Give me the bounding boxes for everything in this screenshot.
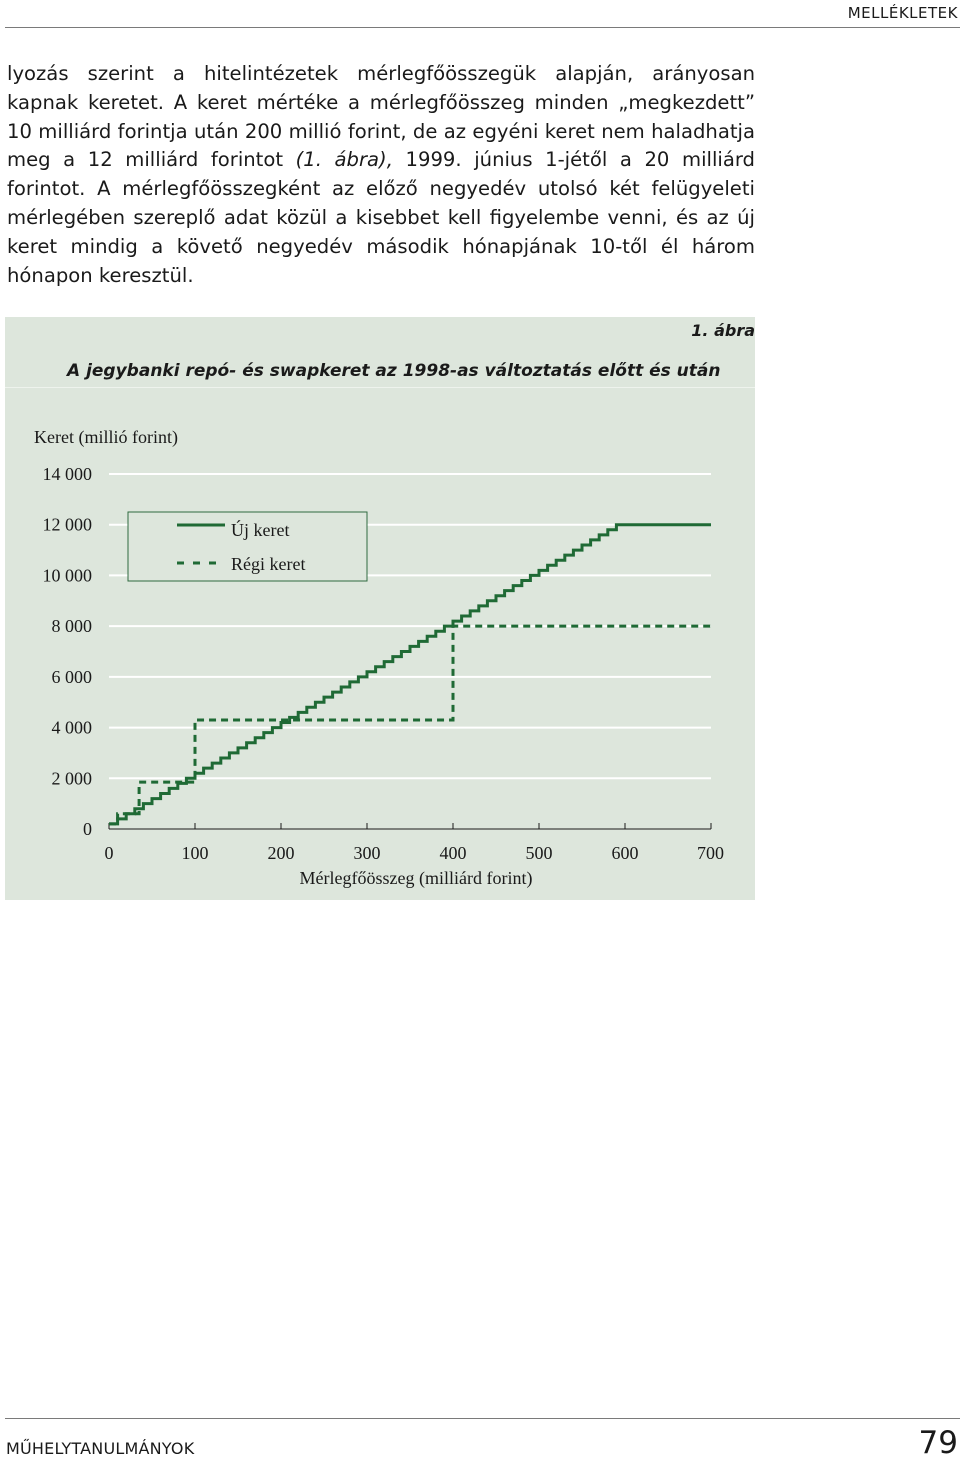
y-tick-label: 8 000 bbox=[52, 616, 93, 636]
figure-reference: (1. ábra), bbox=[295, 148, 393, 172]
journal-name: MŰHELYTANULMÁNYOK bbox=[6, 1439, 195, 1458]
y-tick-label: 10 000 bbox=[43, 565, 93, 585]
x-tick-label: 100 bbox=[182, 843, 209, 863]
figure-title: A jegybanki repó- és swapkeret az 1998-a… bbox=[67, 361, 721, 381]
y-tick-labels: 0 2 000 4 000 6 000 8 000 10 000 12 000 14 000 bbox=[43, 464, 93, 839]
y-tick-label: 0 bbox=[83, 819, 92, 839]
figure-panel: 1. ábra A jegybanki repó- és swapkeret a… bbox=[5, 317, 755, 900]
y-tick-label: 4 000 bbox=[52, 718, 93, 738]
body-text-before-reference: lyozás szerint a hitelintézetek mérlegfő… bbox=[7, 62, 755, 172]
x-tick-labels: 0 100 200 300 400 500 600 700 bbox=[105, 843, 725, 863]
header-rule bbox=[5, 27, 960, 28]
running-header: MELLÉKLETEK bbox=[847, 4, 958, 22]
x-tick-label: 200 bbox=[268, 843, 295, 863]
page-number: 79 bbox=[918, 1425, 958, 1461]
body-paragraph: lyozás szerint a hitelintézetek mérlegfő… bbox=[7, 60, 755, 290]
y-tick-label: 14 000 bbox=[43, 464, 93, 484]
figure-number: 1. ábra bbox=[691, 321, 755, 340]
x-ticks bbox=[108, 823, 712, 829]
series-line-old bbox=[109, 624, 711, 826]
figure-header: 1. ábra A jegybanki repó- és swapkeret a… bbox=[5, 317, 755, 388]
y-axis-title: Keret (millió forint) bbox=[34, 427, 178, 448]
series-layer bbox=[109, 523, 711, 826]
y-tick-label: 6 000 bbox=[52, 667, 93, 687]
legend-box bbox=[127, 511, 368, 582]
chart: Keret (millió forint) 0 2 000 4 000 6 000 8 … bbox=[34, 427, 725, 889]
x-axis-title: Mérlegfőösszeg (milliárd forint) bbox=[300, 868, 533, 889]
x-tick-label: 700 bbox=[697, 843, 724, 863]
x-tick-label: 0 bbox=[105, 843, 114, 863]
footer-rule bbox=[5, 1418, 960, 1419]
body-text-after-reference: 1999. június 1-jétől a 20 milliárd forin… bbox=[7, 148, 755, 287]
y-tick-label: 2 000 bbox=[52, 768, 93, 788]
legend-label-old: Régi keret bbox=[231, 554, 305, 574]
legend: Új keret Régi keret bbox=[127, 511, 368, 582]
x-tick-label: 300 bbox=[354, 843, 381, 863]
x-tick-label: 400 bbox=[440, 843, 467, 863]
x-tick-label: 600 bbox=[612, 843, 639, 863]
x-tick-label: 500 bbox=[526, 843, 553, 863]
y-tick-label: 12 000 bbox=[43, 515, 93, 535]
legend-label-new: Új keret bbox=[231, 519, 289, 540]
